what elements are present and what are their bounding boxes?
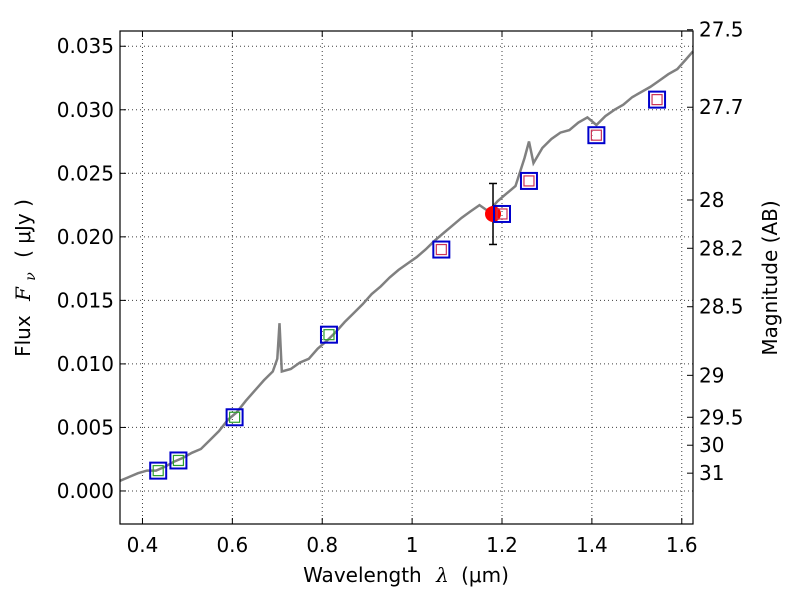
plot-frame xyxy=(119,30,694,525)
x-tick-label: 0.4 xyxy=(127,533,159,557)
y2-tick-label: 29.5 xyxy=(699,405,744,429)
photometry-marker xyxy=(225,408,244,427)
photometry-marker xyxy=(319,325,338,344)
y-tick-label: 0.015 xyxy=(57,288,114,312)
photometry-marker xyxy=(648,90,667,109)
y-tick-label: 0.010 xyxy=(57,352,114,376)
y2-axis-label: Magnitude (AB) xyxy=(758,200,782,355)
y2-tick-label: 28 xyxy=(699,188,724,212)
photometry-inner-marker xyxy=(229,411,241,423)
grid-layer xyxy=(120,31,693,524)
y-tick-label: 0.005 xyxy=(57,415,114,439)
y-axis-label-text: Flux xyxy=(11,315,35,357)
photometry-inner-marker xyxy=(523,175,535,187)
photometry-inner-marker xyxy=(152,465,164,477)
x-axis-label-unit: (μm) xyxy=(461,563,509,587)
x-tick-label: 1 xyxy=(406,533,419,557)
y-tick-label: 0.030 xyxy=(57,98,114,122)
photometry-marker xyxy=(149,461,168,480)
x-axis-label-symbol: λ xyxy=(435,563,449,587)
y2-tick-label: 27.7 xyxy=(699,95,744,119)
photometry-marker xyxy=(169,451,188,470)
x-axis-label-text: Wavelength xyxy=(303,563,422,587)
y2-tick-label: 28.2 xyxy=(699,236,744,260)
x-tick-label: 1.6 xyxy=(666,533,698,557)
y-tick-label: 0.000 xyxy=(57,479,114,503)
photometry-marker xyxy=(587,126,606,145)
x-tick-label: 0.8 xyxy=(306,533,338,557)
photometry-inner-marker xyxy=(323,329,335,341)
photometry-inner-marker xyxy=(172,454,185,467)
photometry-marker xyxy=(493,204,511,223)
x-tick-label: 0.6 xyxy=(216,533,248,557)
photometry-inner-marker xyxy=(651,94,663,106)
y2-tick-label: 31 xyxy=(699,461,724,485)
y-tick-label: 0.025 xyxy=(57,161,114,185)
y-axis-label-unit: ( μJy ) xyxy=(11,199,35,258)
photometry-marker xyxy=(519,171,538,190)
x-tick-label: 1.2 xyxy=(486,533,518,557)
photometry-inner-marker xyxy=(435,243,447,256)
photometry-inner-marker xyxy=(496,208,508,220)
y-axis-label-subscript: ν xyxy=(23,272,39,281)
tick-layer: 0.4 0.6 0.8 1 1.2 1.4 1.6 0.000 0.005 0.010 0.015 0… xyxy=(57,18,744,557)
marker-layer xyxy=(149,90,667,480)
y-axis-label-symbol: F xyxy=(11,286,35,302)
photometry-marker xyxy=(432,240,451,259)
y2-tick-label: 28.5 xyxy=(699,295,744,319)
x-tick-label: 1.4 xyxy=(576,533,608,557)
y-tick-label: 0.035 xyxy=(57,34,114,58)
y2-tick-label: 30 xyxy=(699,433,724,457)
photometry-inner-marker xyxy=(590,129,602,141)
y2-tick-label: 29 xyxy=(699,363,724,387)
y-tick-label: 0.020 xyxy=(57,225,114,249)
model-spectrum-line xyxy=(119,50,694,482)
x-axis-label: Wavelength λ (μm) xyxy=(303,563,509,587)
y-axis-label: Flux F ν ( μJy ) xyxy=(11,199,40,357)
y2-tick-label: 27.5 xyxy=(699,18,744,42)
